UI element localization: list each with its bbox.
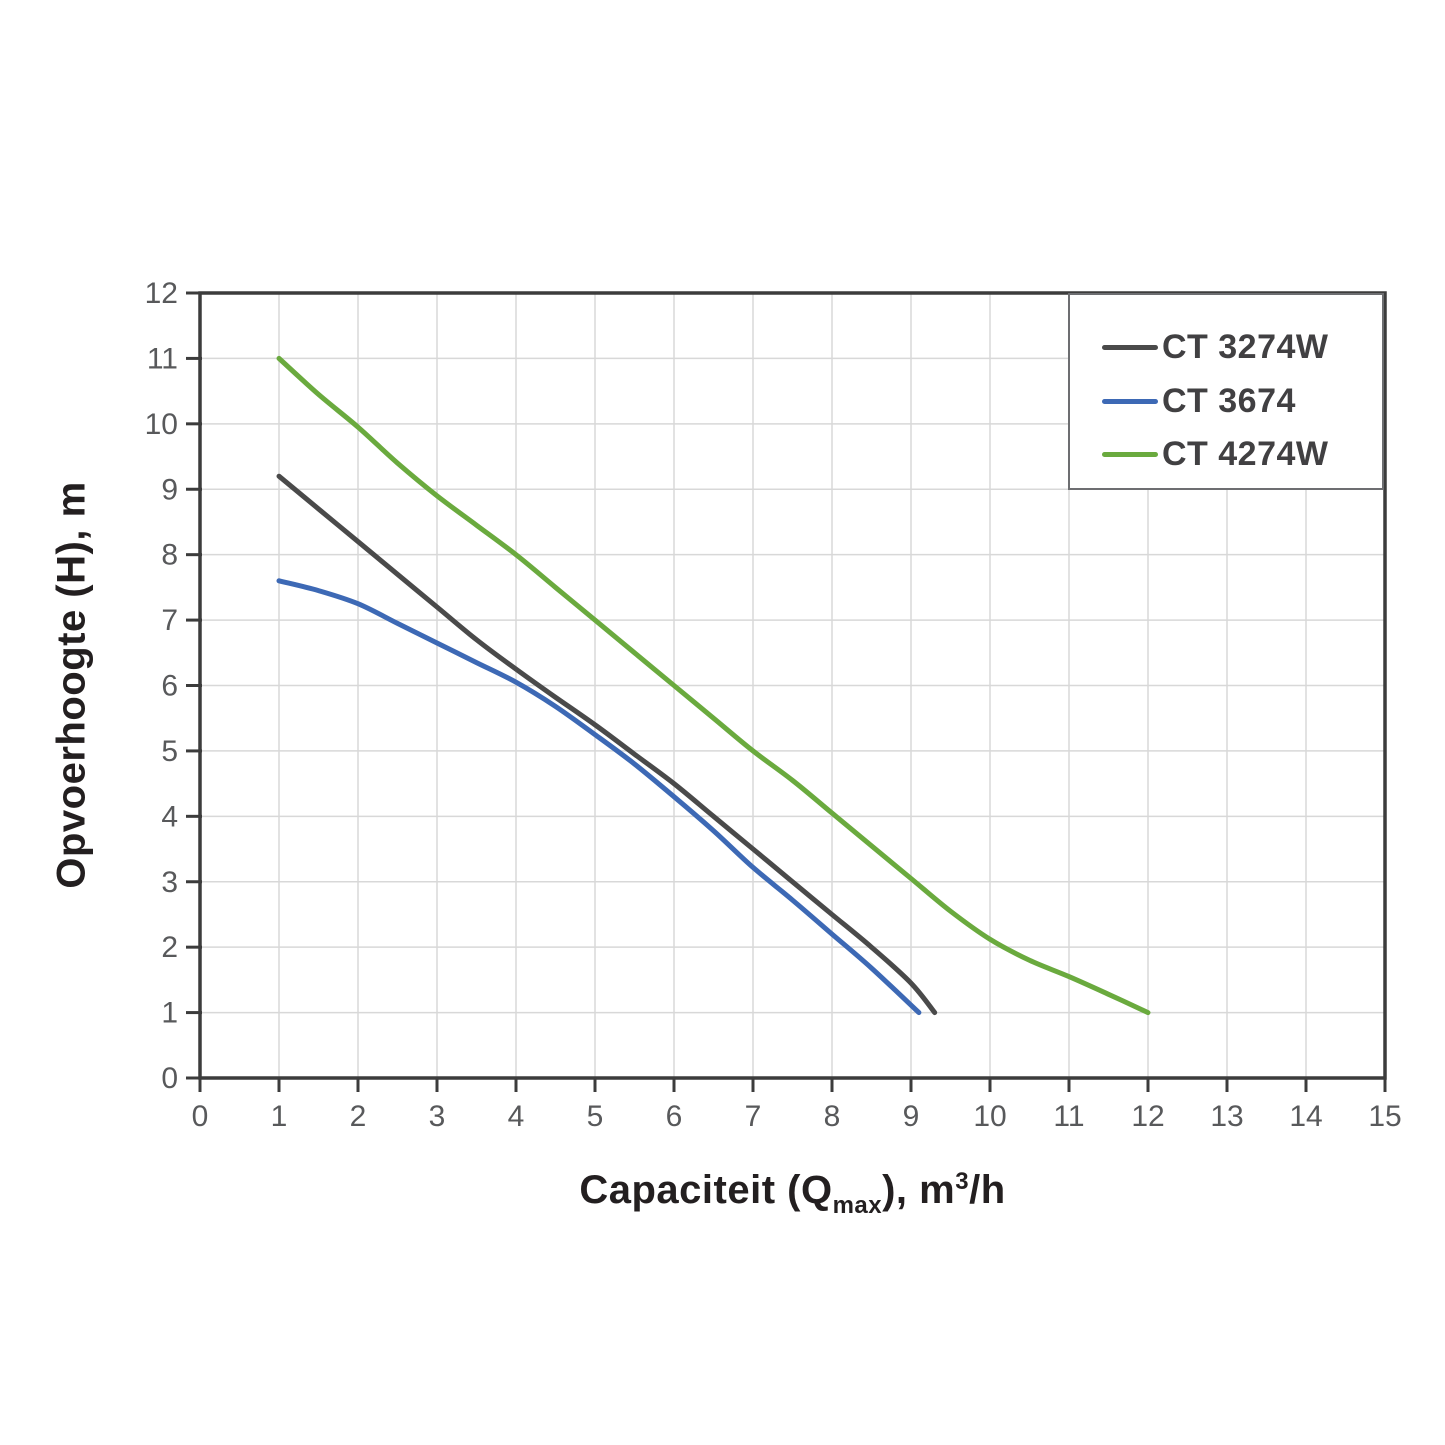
y-axis-tick-label: 4	[161, 800, 178, 833]
legend-item: CT 3674	[1102, 382, 1382, 421]
x-axis-title-text: Capaciteit (Q	[579, 1168, 833, 1212]
y-axis-tick-label: 7	[161, 604, 178, 637]
x-axis-tick-label: 13	[1210, 1100, 1243, 1133]
y-axis-tick-label: 5	[161, 735, 178, 768]
x-axis-tick-label: 8	[824, 1100, 841, 1133]
x-axis-tick-label: 1	[271, 1100, 288, 1133]
x-axis-tick-label: 4	[508, 1100, 525, 1133]
series-color-swatch	[1102, 309, 1158, 314]
y-axis-tick-label: 8	[161, 539, 178, 572]
x-axis-tick-label: 2	[350, 1100, 367, 1133]
x-axis-title-mid: ), m	[882, 1168, 956, 1212]
series-label: CT 3274W	[1162, 328, 1329, 367]
series-label: CT 3674	[1162, 381, 1296, 420]
y-axis-tick-label: 6	[161, 670, 178, 703]
series-color-swatch	[1102, 345, 1158, 351]
y-axis-tick-label: 12	[145, 277, 178, 310]
x-axis-tick-label: 3	[429, 1100, 446, 1133]
y-axis-tick-label: 0	[161, 1062, 178, 1095]
legend: CT 3274W CT 3674 CT 4274W	[1068, 293, 1384, 490]
x-axis-title-end: /h	[969, 1168, 1006, 1212]
x-axis-tick-label: 9	[903, 1100, 920, 1133]
x-axis-tick-label: 14	[1289, 1100, 1322, 1133]
series-label: CT 4274W	[1162, 434, 1329, 473]
series-line-ct-4274w	[276, 355, 1151, 1016]
x-axis-tick-label: 0	[192, 1100, 209, 1133]
x-axis-title-superscript: 3	[955, 1168, 970, 1195]
y-axis-tick-label: 11	[147, 342, 178, 375]
x-axis-title: Capaciteit (Qmax), m3/h	[200, 1168, 1385, 1220]
y-axis-tick-label: 9	[161, 473, 178, 506]
x-axis-tick-label: 7	[745, 1100, 762, 1133]
series-line-ct-3674	[276, 578, 922, 1016]
x-axis-title-subscript: max	[832, 1192, 883, 1219]
x-axis-tick-label: 12	[1131, 1100, 1164, 1133]
series-color-swatch	[1102, 398, 1158, 404]
y-axis-tick-label: 2	[161, 931, 178, 964]
x-axis-tick-label: 6	[666, 1100, 683, 1133]
y-axis-tick-label: 1	[161, 997, 178, 1030]
x-axis-tick-label: 10	[973, 1100, 1006, 1133]
y-axis-tick-label: 10	[145, 408, 178, 441]
legend-item: CT 4274W	[1102, 435, 1382, 474]
legend-item: CT 3274W	[1102, 328, 1382, 367]
x-axis-tick-label: 5	[587, 1100, 604, 1133]
y-axis-tick-label: 3	[161, 866, 178, 899]
legend-item	[1102, 309, 1382, 314]
series-color-swatch	[1102, 451, 1158, 457]
x-axis-tick-label: 15	[1368, 1100, 1401, 1133]
x-axis-tick-label: 11	[1053, 1100, 1084, 1133]
series-line-ct-3274w	[276, 473, 938, 1016]
y-axis-title: Opvoerhoogte (H), m	[49, 481, 94, 889]
